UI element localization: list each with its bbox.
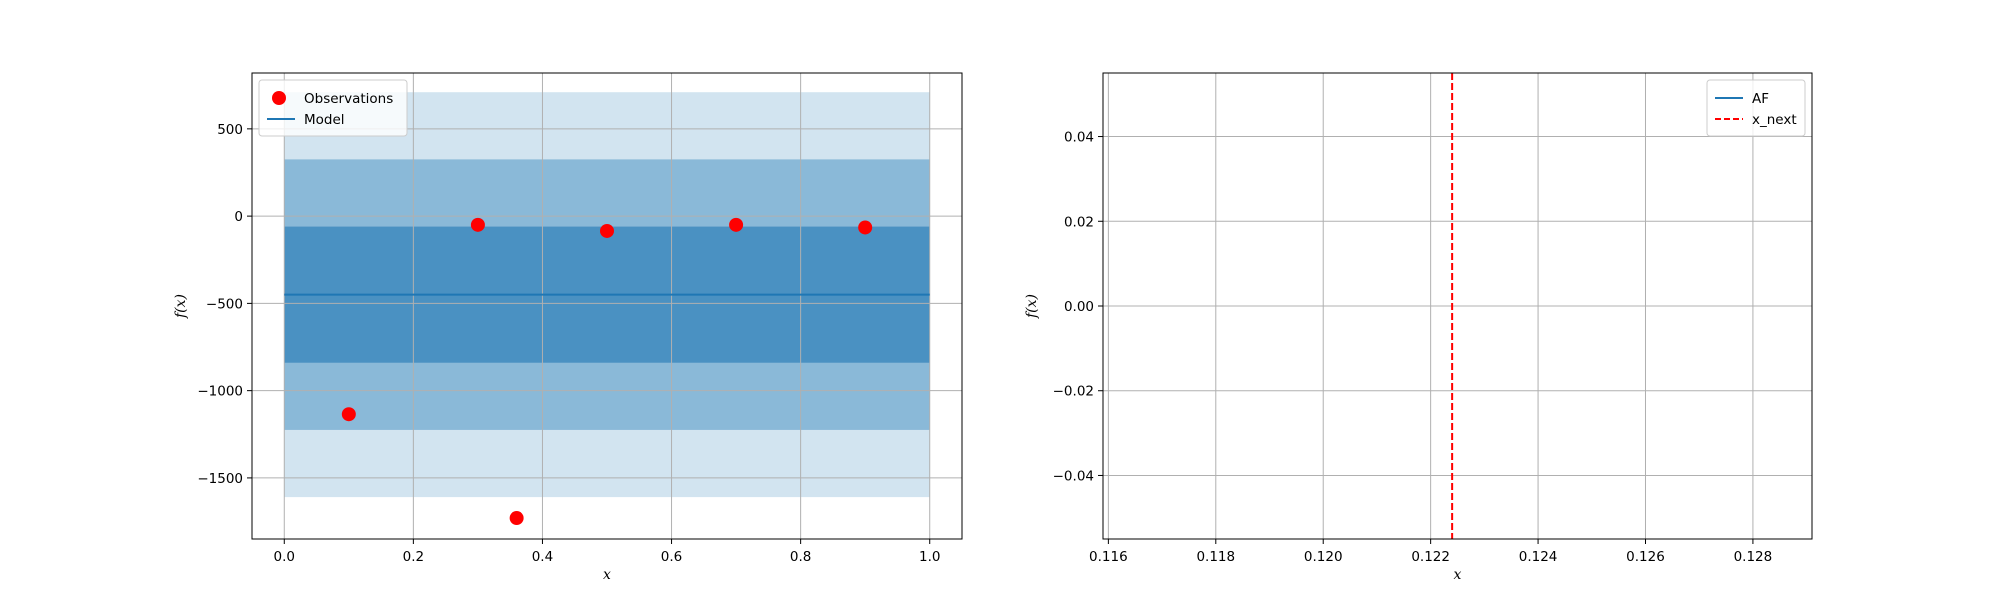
left-plot: 0.0 0.2 0.4 0.6 0.8 1.0 500 0 −500 −1000 −1500 x f(x…	[173, 72, 963, 583]
x-tick-label: 0.122	[1411, 549, 1450, 565]
observation-point	[600, 223, 614, 238]
observation-point	[729, 217, 744, 232]
observation-point	[341, 407, 356, 422]
x-tick-label: 0.4	[532, 549, 553, 565]
legend-label: Model	[304, 112, 345, 128]
y-tick-label: −0.04	[1053, 468, 1094, 484]
legend-label: AF	[1752, 91, 1769, 107]
legend-marker-observations	[272, 91, 286, 105]
x-tick-label: 0.118	[1196, 549, 1235, 565]
y-tick-label: 500	[217, 122, 243, 138]
y-tick-label: −500	[206, 296, 243, 312]
plot-frame	[251, 72, 963, 540]
y-tick-label: 0	[234, 209, 243, 225]
x-axis-label: x	[1454, 567, 1462, 583]
observation-point	[509, 511, 524, 526]
x-tick-label: 0.2	[403, 549, 424, 565]
observation-point	[858, 220, 873, 235]
y-tick-label: 0.04	[1064, 130, 1094, 146]
x-tick-label: 0.0	[274, 549, 295, 565]
x-tick-label: 0.124	[1519, 549, 1558, 565]
legend-box	[1706, 79, 1806, 137]
y-axis-label: f(x)	[173, 294, 189, 319]
y-axis-label: f(x)	[1024, 294, 1040, 319]
x-tick-label: 0.8	[790, 549, 811, 565]
x-tick-label: 0.116	[1089, 549, 1128, 565]
x-tick-label: 0.6	[661, 549, 682, 565]
x-tick-label: 1.0	[919, 549, 940, 565]
y-tick-label: −1000	[197, 384, 243, 400]
y-tick-label: 0.00	[1064, 299, 1094, 315]
y-tick-label: −0.02	[1053, 384, 1094, 400]
observation-point	[470, 217, 485, 232]
x-tick-label: 0.128	[1734, 549, 1773, 565]
legend-label: Observations	[304, 91, 393, 107]
legend-label: x_next	[1752, 112, 1797, 128]
y-tick-label: 0.02	[1064, 214, 1094, 230]
x-tick-label: 0.120	[1304, 549, 1343, 565]
y-tick-label: −1500	[197, 471, 243, 487]
right-plot: 0.116 0.118 0.120 0.122 0.124 0.126 0.128 0.04 0…	[1024, 72, 1813, 583]
x-tick-label: 0.126	[1626, 549, 1665, 565]
legend-box	[258, 79, 408, 137]
x-axis-label: x	[603, 567, 611, 583]
